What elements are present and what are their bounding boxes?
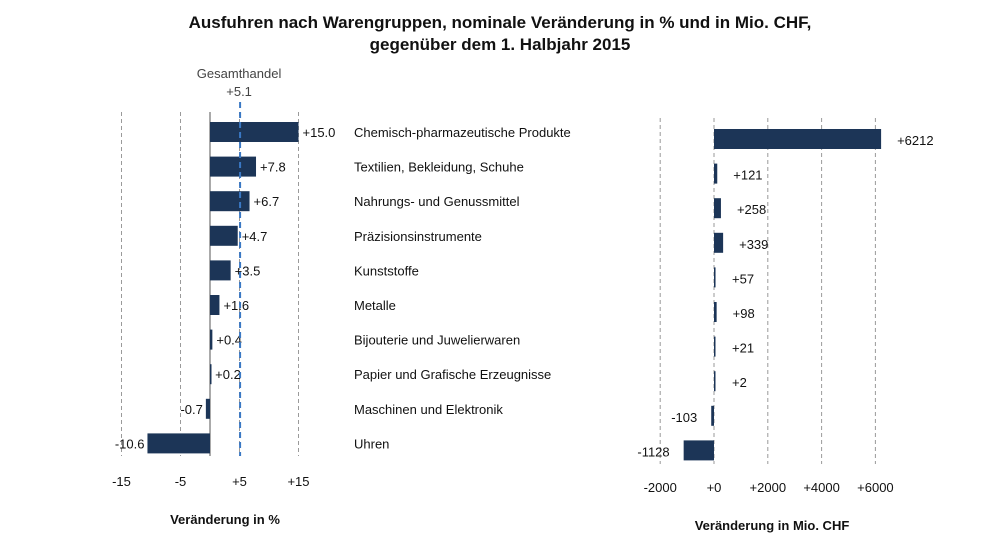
- left-bar: [210, 260, 231, 281]
- right-bar: [714, 371, 716, 392]
- left-bar: [210, 122, 299, 142]
- right-bar: [714, 336, 716, 357]
- left-tick-label: +15: [287, 474, 309, 489]
- left-value-label: +3.5: [235, 263, 261, 278]
- chart-title-line-2: gegenüber dem 1. Halbjahr 2015: [369, 35, 631, 54]
- category-label: Papier und Grafische Erzeugnisse: [354, 367, 551, 382]
- right-bar: [711, 405, 714, 426]
- right-bar: [714, 129, 882, 149]
- left-tick-label: -5: [175, 474, 187, 489]
- category-label: Uhren: [354, 436, 389, 451]
- left-bar: [210, 191, 250, 212]
- left-value-label: +6.7: [254, 194, 280, 209]
- left-bar: [210, 156, 257, 177]
- chart-title: Ausfuhren nach Warengruppen, nominale Ve…: [0, 12, 1000, 56]
- left-value-label: +1.6: [223, 298, 249, 313]
- left-value-label: +7.8: [260, 160, 286, 175]
- right-value-label: -1128: [637, 444, 669, 459]
- right-tick-label: -2000: [644, 480, 677, 495]
- left-value-label: +15.0: [303, 125, 336, 140]
- right-value-label: +57: [732, 271, 754, 286]
- right-x-axis-label: Veränderung in Mio. CHF: [695, 518, 850, 533]
- right-tick-label: +0: [707, 480, 722, 495]
- right-value-label: +98: [733, 306, 755, 321]
- right-value-label: +339: [739, 237, 768, 252]
- left-tick-label: -15: [112, 474, 131, 489]
- right-value-label: +21: [732, 341, 754, 356]
- reference-line-value: +5.1: [226, 84, 252, 99]
- right-tick-label: +2000: [750, 480, 787, 495]
- right-value-label: +6212: [897, 133, 934, 148]
- left-tick-label: +5: [232, 474, 247, 489]
- category-label: Chemisch-pharmazeutische Produkte: [354, 125, 571, 140]
- right-value-label: +2: [732, 375, 747, 390]
- left-bar: [210, 295, 220, 315]
- right-bar: [714, 198, 721, 219]
- category-label: Nahrungs- und Genussmittel: [354, 194, 520, 209]
- left-bar: [147, 433, 210, 454]
- left-value-label: -0.7: [180, 402, 202, 417]
- left-bar: [210, 329, 213, 350]
- reference-line-name: Gesamthandel: [197, 66, 282, 81]
- category-label: Textilien, Bekleidung, Schuhe: [354, 160, 524, 175]
- right-bar: [714, 302, 717, 322]
- left-x-axis-label: Veränderung in %: [170, 512, 280, 527]
- right-value-label: -103: [671, 410, 697, 425]
- right-bar: [714, 232, 724, 253]
- right-tick-label: +6000: [857, 480, 894, 495]
- left-bar: [210, 364, 212, 385]
- category-label: Metalle: [354, 298, 396, 313]
- right-bar: [714, 267, 716, 288]
- chart-title-line-1: Ausfuhren nach Warengruppen, nominale Ve…: [188, 13, 812, 32]
- right-tick-label: +4000: [803, 480, 840, 495]
- category-label: Bijouterie und Juwelierwaren: [354, 333, 520, 348]
- category-label: Kunststoffe: [354, 263, 419, 278]
- right-bar: [683, 440, 714, 461]
- left-value-label: -10.6: [115, 436, 145, 451]
- right-value-label: +258: [737, 202, 766, 217]
- left-bar: [210, 225, 238, 246]
- right-bar: [714, 163, 718, 184]
- left-value-label: +4.7: [242, 229, 268, 244]
- left-value-label: +0.4: [216, 333, 242, 348]
- left-bar: [205, 398, 210, 419]
- right-value-label: +121: [733, 168, 762, 183]
- category-label: Präzisionsinstrumente: [354, 229, 482, 244]
- left-value-label: +0.2: [215, 367, 241, 382]
- category-label: Maschinen und Elektronik: [354, 402, 503, 417]
